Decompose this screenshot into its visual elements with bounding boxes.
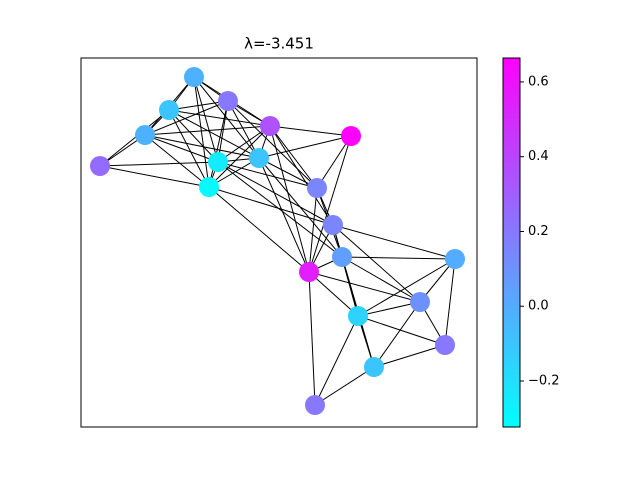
edge (308, 271, 316, 406)
edge (341, 256, 456, 260)
edge (308, 271, 359, 317)
node (199, 177, 219, 197)
node (341, 126, 361, 146)
edge (217, 161, 334, 226)
node (184, 67, 204, 87)
colorbar-tick-label: 0.4 (528, 149, 549, 164)
node (364, 357, 384, 377)
edge (208, 186, 310, 273)
edge (258, 157, 318, 189)
edge (316, 135, 352, 189)
edge (168, 109, 219, 163)
edge (373, 344, 446, 368)
edge (144, 134, 219, 163)
edge (217, 161, 343, 258)
edge (308, 187, 318, 273)
edge (208, 100, 229, 188)
edge (308, 271, 421, 303)
node (90, 156, 110, 176)
edge (357, 315, 446, 346)
node (208, 152, 228, 172)
edge (308, 135, 352, 273)
edge (217, 125, 271, 163)
edge (99, 109, 170, 167)
edge (168, 109, 210, 188)
colorbar-tick-label: 0.2 (528, 224, 549, 239)
node (332, 247, 352, 267)
edge (341, 256, 421, 303)
edge (269, 125, 352, 137)
edge (144, 125, 271, 136)
edge (269, 125, 310, 273)
edge (269, 125, 318, 189)
edge (193, 76, 219, 163)
edge (258, 135, 352, 159)
edge (99, 161, 219, 167)
edge (227, 100, 260, 159)
edge (332, 224, 421, 303)
chart-title: λ=-3.451 (244, 35, 314, 53)
edge (168, 109, 260, 159)
colorbar-tick-label: 0.6 (528, 74, 549, 89)
edge (99, 165, 210, 188)
node (260, 116, 280, 136)
edge (208, 125, 271, 188)
edges (99, 76, 456, 406)
edge (193, 76, 210, 188)
edge (227, 100, 318, 189)
edge (258, 157, 343, 258)
edge (217, 161, 318, 189)
node (249, 148, 269, 168)
edge (314, 366, 375, 406)
edge (269, 125, 334, 226)
edge (314, 315, 359, 406)
edge (144, 134, 260, 159)
node (299, 262, 319, 282)
edge (357, 258, 456, 317)
node (307, 178, 327, 198)
edge (373, 301, 421, 368)
node (305, 395, 325, 415)
colorbar-tick-label: 0.0 (528, 299, 549, 314)
nodes (90, 67, 465, 415)
edge (357, 301, 421, 317)
colorbar (502, 57, 521, 428)
edge (258, 157, 310, 273)
colorbar-tick-label: −0.2 (528, 374, 560, 389)
node (135, 125, 155, 145)
edge (444, 258, 456, 346)
node (348, 306, 368, 326)
node (435, 335, 455, 355)
edge (144, 100, 229, 136)
edge (208, 186, 334, 226)
edge (144, 134, 210, 188)
edge (217, 100, 229, 163)
edge (168, 109, 271, 127)
node (410, 292, 430, 312)
node (445, 249, 465, 269)
edge (193, 76, 260, 159)
edge (332, 224, 456, 260)
node (218, 91, 238, 111)
plot-frame (80, 57, 478, 428)
node (323, 215, 343, 235)
node (159, 100, 179, 120)
